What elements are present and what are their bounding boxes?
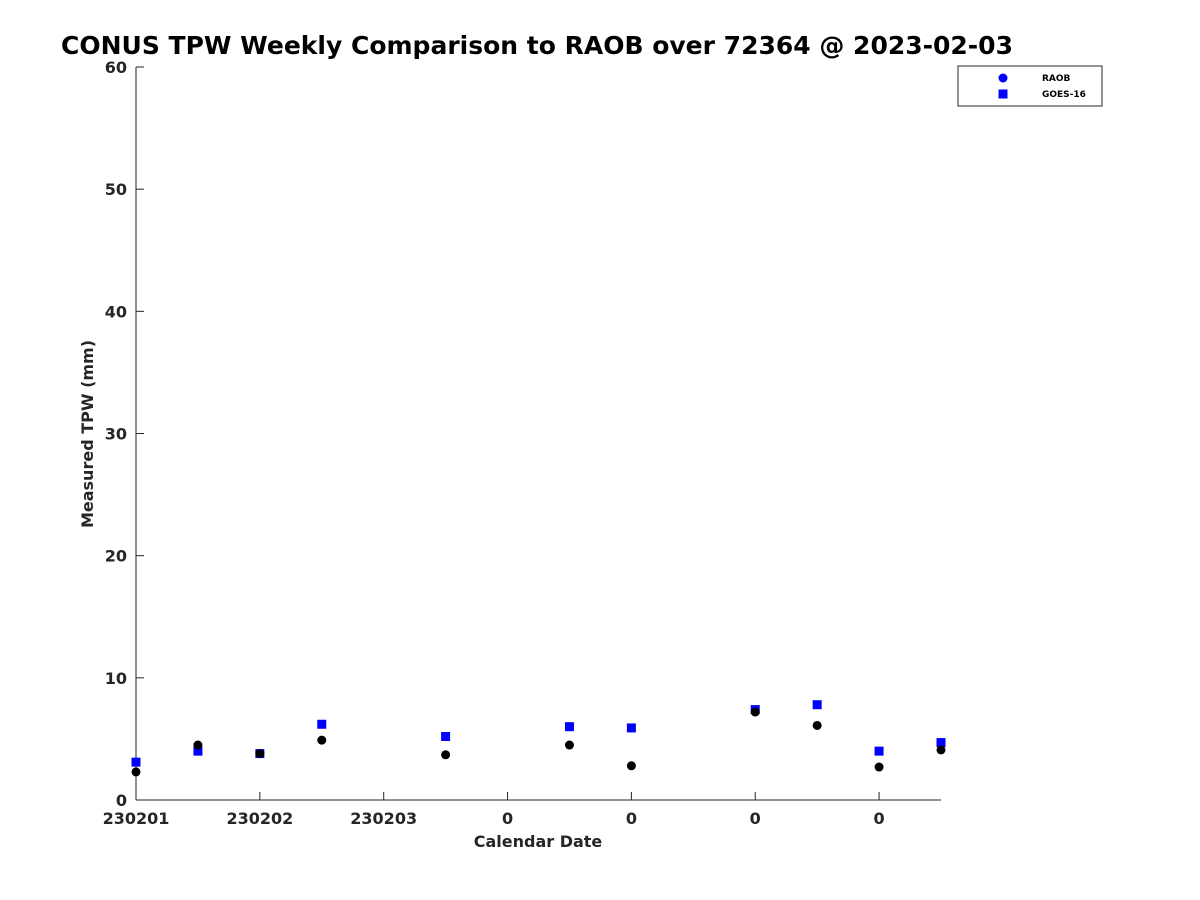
y-tick-label: 50 [105,180,127,199]
y-tick-label: 0 [116,791,127,810]
raob-point [874,762,884,772]
raob-point [750,707,760,717]
raob-point [564,740,574,750]
goes16-point [564,722,574,732]
x-ticks: 230201 230202 230203 0 0 0 0 [103,792,885,828]
axes [135,67,941,801]
goes16-point [441,731,451,741]
x-tick-label: 0 [874,809,885,828]
x-tick-label: 230201 [103,809,170,828]
x-tick-label: 0 [750,809,761,828]
raob-point [193,740,203,750]
y-tick-label: 60 [105,58,127,77]
x-tick-label: 230203 [350,809,417,828]
raob-point [441,750,451,760]
x-tick-label: 0 [502,809,513,828]
goes16-point [812,700,822,710]
legend-label-goes: GOES-16 [1042,90,1086,100]
legend-box [957,65,1103,107]
x-tick-label: 0 [626,809,637,828]
goes16-point [317,719,327,729]
raob-point [812,720,822,730]
raob-point [936,745,946,755]
y-axis-label: Measured TPW (mm) [78,340,97,528]
x-axis-label: Calendar Date [474,832,603,851]
legend-marker-goes [998,89,1008,99]
legend-label-raob: RAOB [1042,74,1071,84]
y-ticks: 0 10 20 30 40 50 60 [105,58,144,810]
raob-point [317,735,327,745]
legend: RAOB GOES-16 [957,65,1103,107]
y-tick-label: 10 [105,669,127,688]
goes16-point [936,738,946,748]
raob-point [255,749,265,759]
goes16-point [131,757,141,767]
raob-point [626,761,636,771]
data-points [131,700,946,777]
chart-title: CONUS TPW Weekly Comparison to RAOB over… [61,31,1013,60]
legend-marker-raob [998,73,1008,83]
y-tick-label: 20 [105,547,127,566]
y-tick-label: 30 [105,425,127,444]
goes16-point [193,746,203,756]
y-tick-label: 40 [105,302,127,321]
raob-point [131,767,141,777]
goes16-point [874,746,884,756]
goes16-point [626,723,636,733]
x-tick-label: 230202 [226,809,293,828]
